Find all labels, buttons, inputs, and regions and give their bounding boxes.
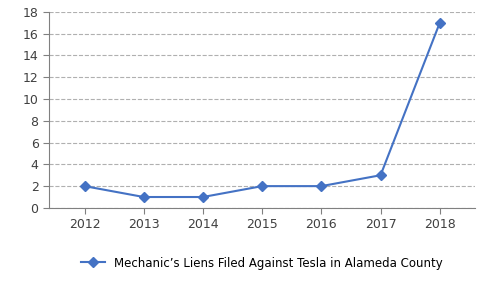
Mechanic’s Liens Filed Against Tesla in Alameda County xyxy=(141,195,147,199)
Line: Mechanic’s Liens Filed Against Tesla in Alameda County: Mechanic’s Liens Filed Against Tesla in … xyxy=(81,19,443,200)
Mechanic’s Liens Filed Against Tesla in Alameda County xyxy=(200,195,206,199)
Mechanic’s Liens Filed Against Tesla in Alameda County xyxy=(437,21,442,25)
Mechanic’s Liens Filed Against Tesla in Alameda County xyxy=(81,184,87,188)
Legend: Mechanic’s Liens Filed Against Tesla in Alameda County: Mechanic’s Liens Filed Against Tesla in … xyxy=(81,257,443,270)
Mechanic’s Liens Filed Against Tesla in Alameda County xyxy=(318,184,324,188)
Mechanic’s Liens Filed Against Tesla in Alameda County xyxy=(259,184,265,188)
Mechanic’s Liens Filed Against Tesla in Alameda County xyxy=(378,173,384,177)
